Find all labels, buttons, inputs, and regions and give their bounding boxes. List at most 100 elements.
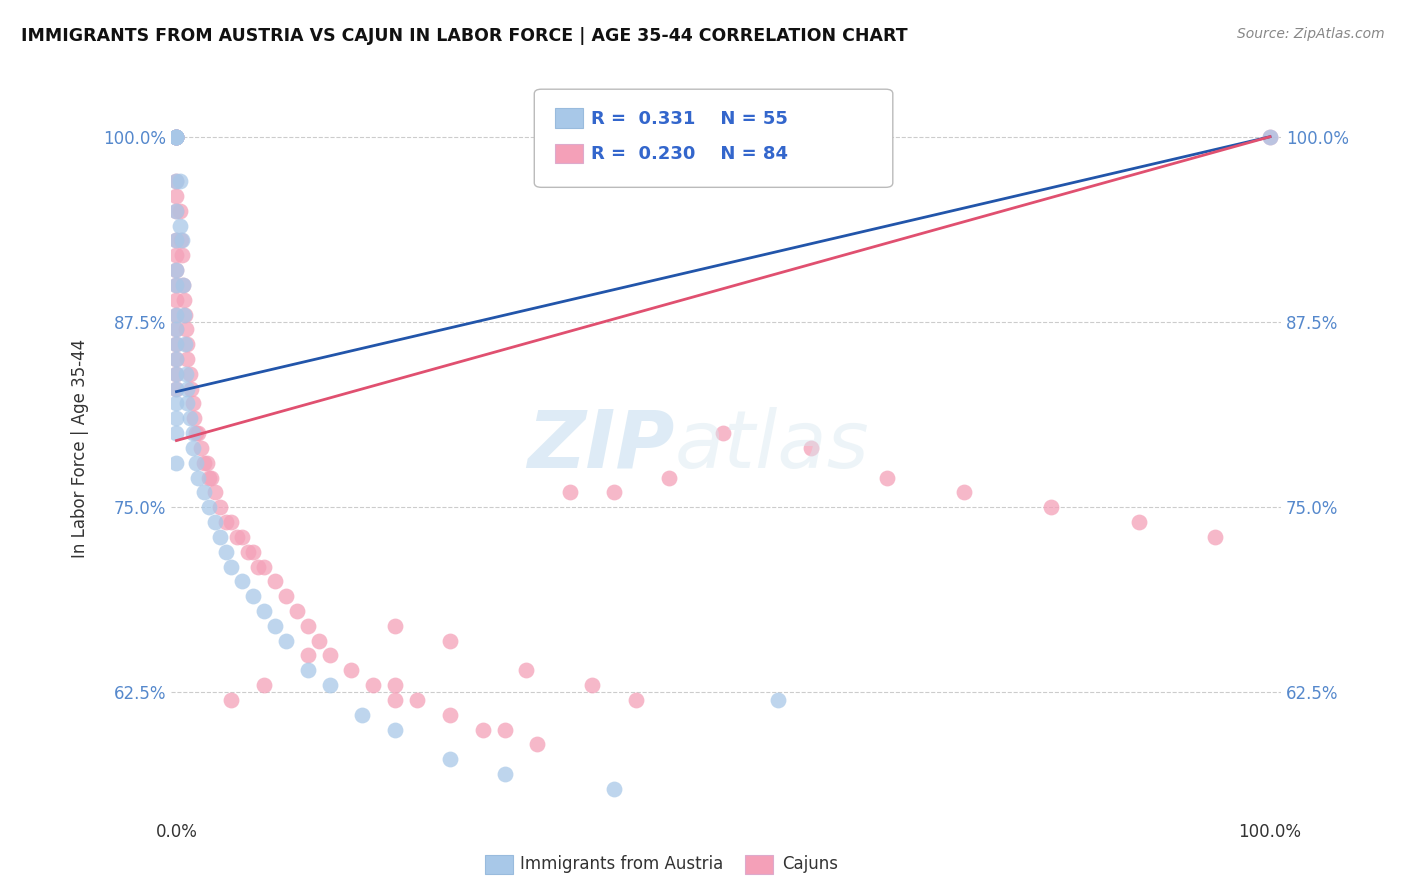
Point	[166, 174, 188, 188]
Point	[176, 322, 198, 336]
Text: R =  0.230    N = 84: R = 0.230 N = 84	[591, 145, 787, 163]
Point	[340, 663, 363, 677]
Point	[166, 129, 188, 144]
Point	[166, 367, 188, 381]
Point	[187, 470, 209, 484]
Point	[384, 678, 406, 692]
Point	[166, 367, 188, 381]
Point	[193, 485, 215, 500]
Point	[166, 129, 188, 144]
Point	[170, 234, 193, 248]
Point	[166, 396, 188, 410]
Point	[176, 396, 198, 410]
Point	[166, 456, 188, 470]
Point	[215, 544, 238, 558]
Point	[176, 337, 198, 351]
Point	[219, 559, 242, 574]
Point	[166, 351, 188, 366]
Point	[174, 308, 197, 322]
Point	[439, 752, 461, 766]
Point	[181, 426, 204, 441]
Point	[166, 248, 188, 262]
Point	[274, 589, 297, 603]
Point	[800, 441, 823, 455]
Point	[384, 693, 406, 707]
Point	[198, 500, 221, 515]
Point	[363, 678, 385, 692]
Point	[406, 693, 429, 707]
Point	[179, 411, 201, 425]
Point	[166, 203, 188, 218]
Point	[166, 337, 188, 351]
Point	[225, 530, 247, 544]
Point	[166, 129, 188, 144]
Point	[166, 129, 188, 144]
Y-axis label: In Labor Force | Age 35-44: In Labor Force | Age 35-44	[72, 338, 89, 558]
Point	[384, 619, 406, 633]
Point	[526, 737, 548, 751]
Point	[166, 129, 188, 144]
Point	[172, 277, 194, 292]
Point	[166, 277, 188, 292]
Point	[494, 723, 516, 737]
Point	[231, 530, 253, 544]
Point	[297, 619, 319, 633]
Point	[195, 456, 218, 470]
Point	[166, 129, 188, 144]
Point	[180, 382, 202, 396]
Point	[187, 426, 209, 441]
Point	[173, 308, 195, 322]
Point	[166, 129, 188, 144]
Point	[247, 559, 270, 574]
Point	[1040, 500, 1063, 515]
Point	[209, 500, 232, 515]
Point	[176, 351, 198, 366]
Point	[318, 648, 340, 663]
Point	[166, 189, 188, 203]
Point	[766, 693, 789, 707]
Point	[166, 308, 188, 322]
Point	[166, 308, 188, 322]
Point	[166, 293, 188, 307]
Point	[231, 574, 253, 589]
Point	[439, 707, 461, 722]
Point	[581, 678, 603, 692]
Point	[264, 619, 287, 633]
Point	[215, 515, 238, 529]
Point	[190, 441, 212, 455]
Point	[170, 248, 193, 262]
Point	[166, 351, 188, 366]
Point	[264, 574, 287, 589]
Point	[297, 663, 319, 677]
Point	[560, 485, 582, 500]
Text: IMMIGRANTS FROM AUSTRIA VS CAJUN IN LABOR FORCE | AGE 35-44 CORRELATION CHART: IMMIGRANTS FROM AUSTRIA VS CAJUN IN LABO…	[21, 27, 908, 45]
Point	[166, 174, 188, 188]
Point	[166, 129, 188, 144]
Point	[181, 441, 204, 455]
Point	[308, 633, 330, 648]
Text: Immigrants from Austria: Immigrants from Austria	[520, 855, 724, 873]
Point	[166, 426, 188, 441]
Point	[166, 234, 188, 248]
Point	[658, 470, 681, 484]
Point	[318, 678, 340, 692]
Point	[179, 367, 201, 381]
Point	[166, 234, 188, 248]
Point	[166, 322, 188, 336]
Point	[219, 515, 242, 529]
Point	[1204, 530, 1226, 544]
Point	[176, 367, 198, 381]
Point	[166, 129, 188, 144]
Point	[494, 767, 516, 781]
Point	[166, 337, 188, 351]
Point	[352, 707, 374, 722]
Point	[181, 396, 204, 410]
Point	[172, 277, 194, 292]
Point	[603, 781, 626, 796]
Point	[176, 382, 198, 396]
Point	[253, 678, 276, 692]
Point	[953, 485, 976, 500]
Point	[1258, 129, 1281, 144]
Point	[170, 234, 193, 248]
Point	[204, 485, 226, 500]
